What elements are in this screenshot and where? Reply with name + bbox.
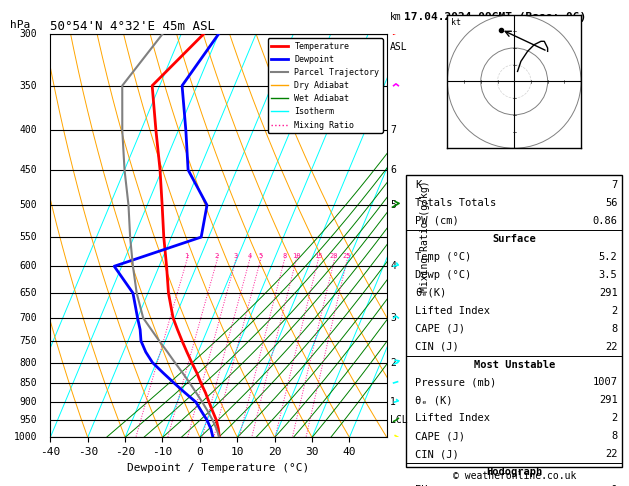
Text: Mixing Ratio (g/kg): Mixing Ratio (g/kg) <box>421 180 430 292</box>
Text: 8: 8 <box>611 324 618 333</box>
Text: 10: 10 <box>292 253 300 259</box>
Text: 550: 550 <box>19 232 37 242</box>
Text: 22: 22 <box>605 342 618 351</box>
Text: 500: 500 <box>19 200 37 210</box>
Text: 4: 4 <box>390 261 396 271</box>
Text: 2: 2 <box>611 306 618 315</box>
Text: Hodograph: Hodograph <box>486 468 542 477</box>
Text: 1: 1 <box>390 397 396 407</box>
Text: 300: 300 <box>19 29 37 39</box>
Text: 850: 850 <box>19 378 37 388</box>
Text: 5.2: 5.2 <box>599 252 618 261</box>
Text: kt: kt <box>451 18 460 27</box>
Text: 22: 22 <box>605 450 618 459</box>
Text: 17.04.2024 09GMT (Base: 06): 17.04.2024 09GMT (Base: 06) <box>404 12 586 22</box>
Text: θₑ(K): θₑ(K) <box>416 288 447 297</box>
Text: 2: 2 <box>215 253 219 259</box>
Text: Temp (°C): Temp (°C) <box>416 252 472 261</box>
Text: 350: 350 <box>19 81 37 91</box>
Text: 650: 650 <box>19 288 37 298</box>
Text: ASL: ASL <box>390 42 408 52</box>
Text: 8: 8 <box>282 253 286 259</box>
Text: 3: 3 <box>233 253 238 259</box>
Text: 5: 5 <box>259 253 262 259</box>
Text: CIN (J): CIN (J) <box>416 450 459 459</box>
Text: Lifted Index: Lifted Index <box>416 414 491 423</box>
Text: 3.5: 3.5 <box>599 270 618 279</box>
Text: km: km <box>390 12 402 22</box>
Text: 291: 291 <box>599 396 618 405</box>
Text: Surface: Surface <box>493 234 536 243</box>
Text: 700: 700 <box>19 313 37 323</box>
Legend: Temperature, Dewpoint, Parcel Trajectory, Dry Adiabat, Wet Adiabat, Isotherm, Mi: Temperature, Dewpoint, Parcel Trajectory… <box>268 38 382 133</box>
Text: Totals Totals: Totals Totals <box>416 198 497 208</box>
Text: 20: 20 <box>330 253 338 259</box>
Text: K: K <box>416 180 421 190</box>
Text: Most Unstable: Most Unstable <box>474 360 555 369</box>
Text: 2: 2 <box>390 358 396 367</box>
Text: CIN (J): CIN (J) <box>416 342 459 351</box>
Text: 1: 1 <box>184 253 189 259</box>
Text: 56: 56 <box>605 198 618 208</box>
Text: CAPE (J): CAPE (J) <box>416 432 465 441</box>
Text: 6: 6 <box>390 165 396 175</box>
Text: 4: 4 <box>247 253 252 259</box>
Text: 5: 5 <box>390 200 396 210</box>
Text: 450: 450 <box>19 165 37 175</box>
Text: 50°54'N 4°32'E 45m ASL: 50°54'N 4°32'E 45m ASL <box>50 20 215 33</box>
Text: 600: 600 <box>19 261 37 271</box>
Text: 7: 7 <box>611 180 618 190</box>
Text: Dewp (°C): Dewp (°C) <box>416 270 472 279</box>
Text: 950: 950 <box>19 415 37 425</box>
Text: 800: 800 <box>19 358 37 367</box>
Text: 400: 400 <box>19 125 37 136</box>
Text: 291: 291 <box>599 288 618 297</box>
Text: 1007: 1007 <box>593 378 618 387</box>
Text: Lifted Index: Lifted Index <box>416 306 491 315</box>
Text: θₑ (K): θₑ (K) <box>416 396 453 405</box>
Bar <box>406 175 622 467</box>
Text: hPa: hPa <box>10 20 30 30</box>
Text: 3: 3 <box>390 313 396 323</box>
Text: 2: 2 <box>611 414 618 423</box>
Text: 7: 7 <box>390 125 396 136</box>
Text: 900: 900 <box>19 397 37 407</box>
Text: CAPE (J): CAPE (J) <box>416 324 465 333</box>
Text: Pressure (mb): Pressure (mb) <box>416 378 497 387</box>
Text: PW (cm): PW (cm) <box>416 216 459 226</box>
Text: 0.86: 0.86 <box>593 216 618 226</box>
X-axis label: Dewpoint / Temperature (°C): Dewpoint / Temperature (°C) <box>128 463 309 473</box>
Text: © weatheronline.co.uk: © weatheronline.co.uk <box>452 471 576 481</box>
Text: 8: 8 <box>611 432 618 441</box>
Text: LCL: LCL <box>390 415 408 425</box>
Text: 750: 750 <box>19 336 37 346</box>
Text: 15: 15 <box>314 253 322 259</box>
Text: 1000: 1000 <box>13 433 37 442</box>
Text: 25: 25 <box>343 253 351 259</box>
